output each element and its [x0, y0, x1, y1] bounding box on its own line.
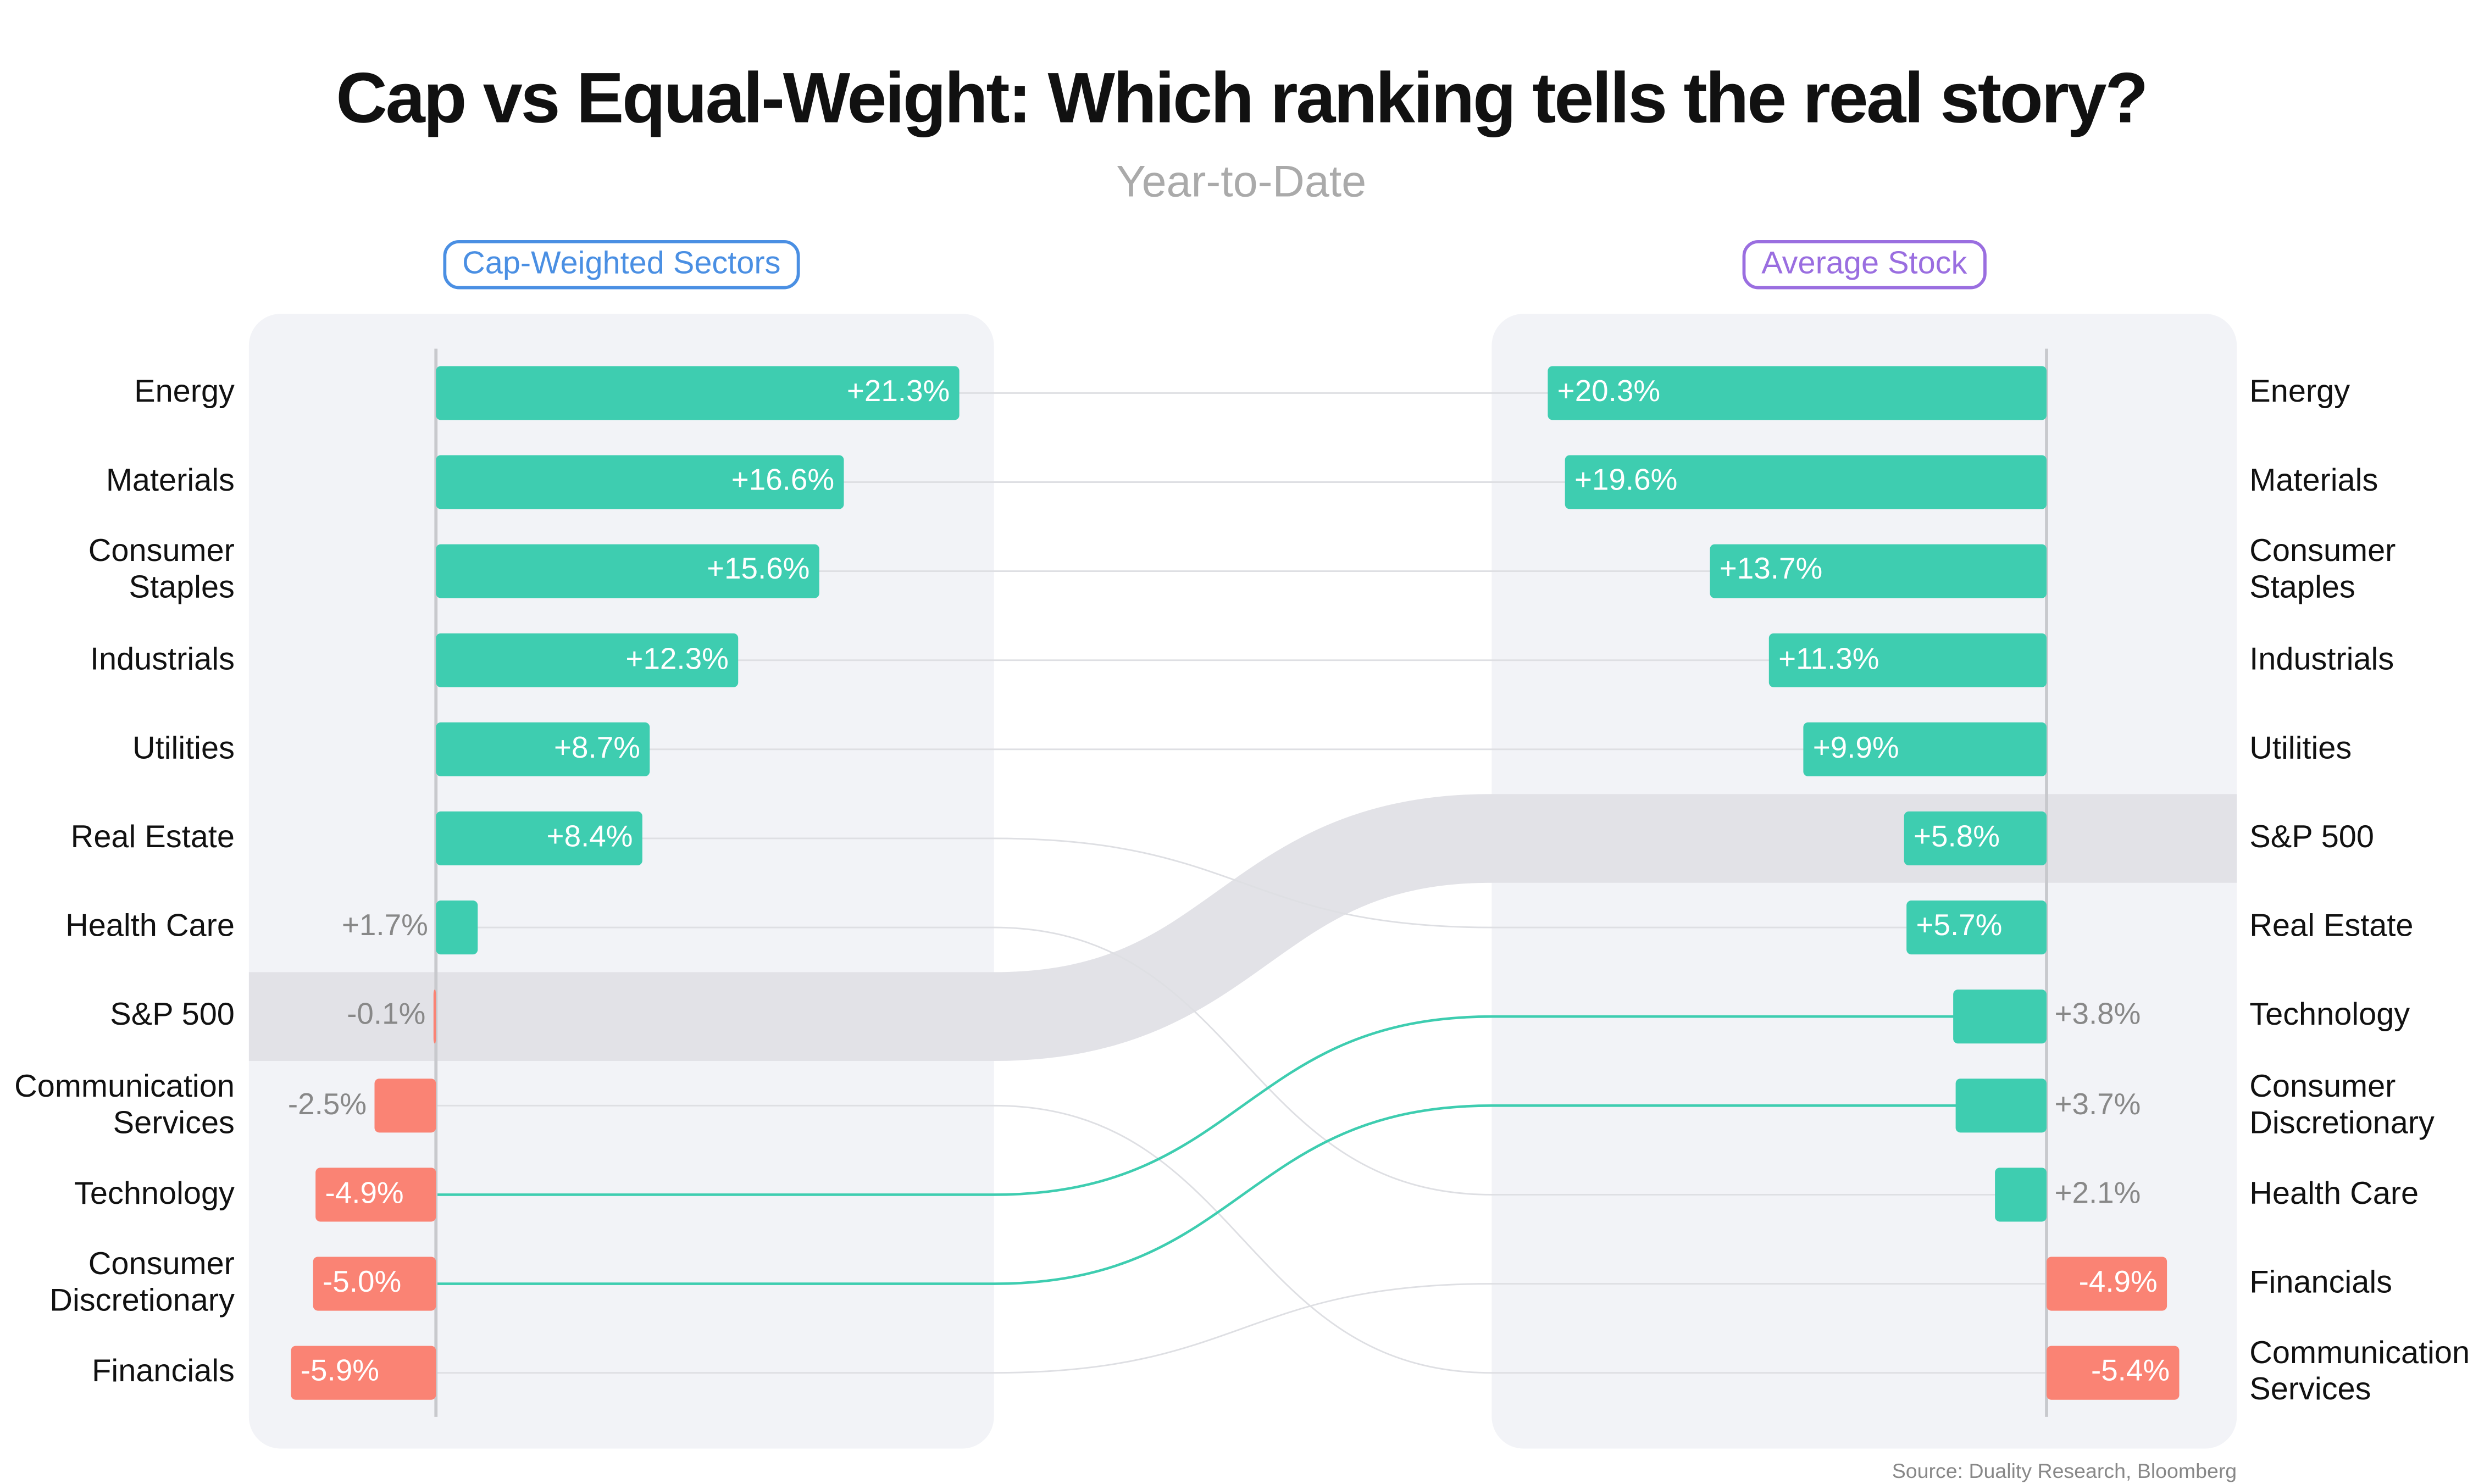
- value-label: -5.4%: [2091, 1355, 2170, 1389]
- bar: [436, 633, 739, 687]
- value-label: +12.3%: [625, 643, 729, 676]
- category-label: Energy: [134, 375, 235, 410]
- panel-title: Average Stock: [1742, 240, 1987, 290]
- value-label: +5.8%: [1914, 821, 2000, 855]
- value-label: +9.9%: [1812, 732, 1899, 765]
- bar: [436, 455, 844, 509]
- bar: [374, 1079, 436, 1133]
- source-note: Source: Duality Research, Bloomberg: [1892, 1459, 2237, 1483]
- value-label: -0.1%: [347, 999, 426, 1033]
- category-label: S&P 500: [110, 998, 235, 1033]
- bar: [436, 366, 960, 420]
- bar: [1565, 455, 2047, 509]
- category-label: Utilities: [2249, 731, 2352, 766]
- value-label: +20.3%: [1557, 375, 1661, 409]
- bar: [436, 722, 650, 776]
- value-label: -2.5%: [287, 1088, 367, 1122]
- bar: [1768, 633, 2047, 687]
- highlight-band: [248, 794, 2237, 1061]
- category-label: Communication Services: [2249, 1336, 2470, 1408]
- bar: [1953, 990, 2047, 1044]
- chart-subtitle: Year-to-Date: [1116, 157, 1367, 206]
- bar: [1710, 544, 2047, 598]
- category-label: Communication Services: [14, 1069, 235, 1141]
- category-label: Consumer Discretionary: [49, 1247, 235, 1319]
- bar: [313, 1257, 436, 1311]
- bar: [1955, 1079, 2047, 1133]
- category-label: Health Care: [65, 909, 235, 944]
- value-label: +15.6%: [706, 554, 810, 587]
- value-label: +13.7%: [1719, 554, 1823, 587]
- value-label: +8.4%: [546, 821, 633, 855]
- value-label: +5.7%: [1916, 910, 2003, 944]
- value-label: +8.7%: [553, 732, 640, 765]
- category-label: S&P 500: [2249, 820, 2374, 855]
- category-label: Financials: [2249, 1265, 2393, 1300]
- category-label: Utilities: [132, 731, 235, 766]
- bar: [315, 1168, 436, 1222]
- value-label: -4.9%: [325, 1177, 404, 1211]
- bar: [436, 811, 642, 865]
- category-label: Industrials: [2249, 642, 2394, 677]
- rank-connector: [436, 926, 2047, 1196]
- bar: [433, 990, 436, 1044]
- value-label: -5.9%: [300, 1355, 379, 1389]
- bar: [1548, 366, 2047, 420]
- category-label: Technology: [74, 1176, 235, 1211]
- value-label: -5.0%: [323, 1266, 402, 1300]
- bar: [436, 901, 478, 955]
- bar: [291, 1346, 436, 1400]
- category-label: Materials: [2249, 464, 2378, 499]
- category-label: Consumer Discretionary: [2249, 1069, 2435, 1141]
- rank-connector: [436, 1104, 2047, 1374]
- category-label: Health Care: [2249, 1176, 2419, 1211]
- panel-title: Cap-Weighted Sectors: [443, 240, 800, 290]
- value-label: +19.6%: [1574, 464, 1678, 498]
- bar: [1803, 722, 2047, 776]
- bar: [1904, 811, 2047, 865]
- value-label: +1.7%: [341, 910, 428, 944]
- category-label: Materials: [106, 464, 235, 499]
- emphasis-connector: [436, 1104, 2047, 1285]
- category-label: Industrials: [90, 642, 235, 677]
- value-label: +21.3%: [846, 375, 950, 409]
- category-label: Financials: [92, 1354, 235, 1389]
- category-label: Consumer Staples: [2249, 535, 2396, 607]
- bar: [2047, 1257, 2167, 1311]
- value-label: +3.8%: [2054, 999, 2141, 1033]
- chart-title: Cap vs Equal-Weight: Which ranking tells…: [336, 57, 2148, 138]
- value-label: -4.9%: [2078, 1266, 2158, 1300]
- bar: [436, 544, 819, 598]
- bar: [2047, 1346, 2180, 1400]
- emphasis-connector: [436, 1015, 2047, 1196]
- value-label: +16.6%: [731, 464, 835, 498]
- category-label: Real Estate: [70, 820, 235, 855]
- category-label: Energy: [2249, 375, 2350, 410]
- value-label: +11.3%: [1778, 643, 1879, 676]
- category-label: Technology: [2249, 998, 2410, 1033]
- value-label: +3.7%: [2054, 1088, 2141, 1122]
- category-label: Consumer Staples: [88, 535, 235, 607]
- bar: [1906, 901, 2047, 955]
- rank-connector: [436, 837, 2047, 929]
- category-label: Real Estate: [2249, 909, 2414, 944]
- bar: [1995, 1168, 2047, 1222]
- value-label: +2.1%: [2054, 1177, 2141, 1211]
- rank-connector: [436, 1283, 2047, 1374]
